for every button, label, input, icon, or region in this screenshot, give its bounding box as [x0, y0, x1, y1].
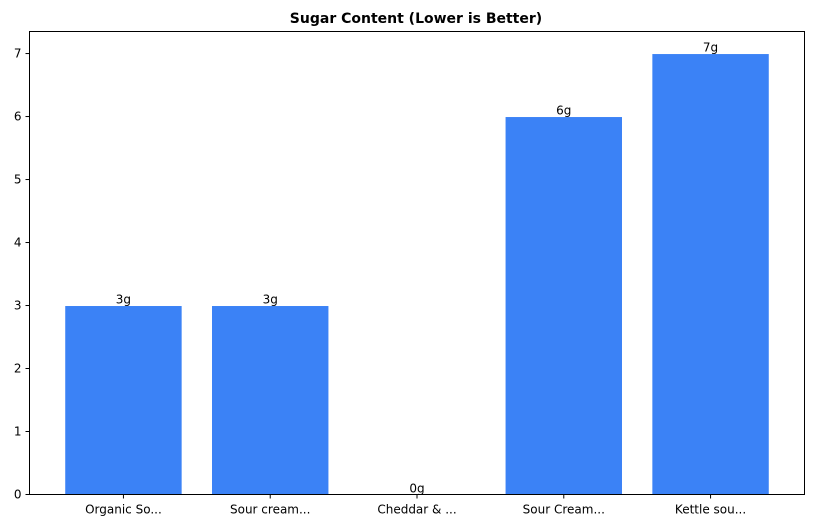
x-tick-label: Kettle sou...	[675, 503, 746, 517]
data-label: 3g	[263, 293, 278, 307]
data-label: 0g	[409, 482, 424, 496]
y-tick-label: 1	[14, 425, 22, 439]
x-tick-label: Sour Cream...	[523, 503, 605, 517]
x-tick-label: Cheddar & ...	[377, 503, 456, 517]
y-tick-label: 7	[14, 47, 22, 61]
data-label: 6g	[556, 104, 571, 118]
y-tick-label: 2	[14, 362, 22, 376]
bar	[64, 305, 183, 496]
y-tick-label: 3	[14, 299, 22, 313]
y-tick-label: 0	[14, 488, 22, 502]
x-tick-label: Organic So...	[85, 503, 162, 517]
bar	[504, 116, 623, 496]
y-tick-label: 5	[14, 173, 22, 187]
data-label: 3g	[116, 293, 131, 307]
data-label: 7g	[703, 41, 718, 55]
chart-title: Sugar Content (Lower is Better)	[290, 11, 542, 27]
y-tick-label: 4	[14, 236, 22, 250]
bar	[651, 53, 770, 496]
plot-frame	[29, 31, 805, 495]
bar	[211, 305, 330, 496]
y-tick-label: 6	[14, 110, 22, 124]
x-tick-label: Sour cream...	[230, 503, 310, 517]
